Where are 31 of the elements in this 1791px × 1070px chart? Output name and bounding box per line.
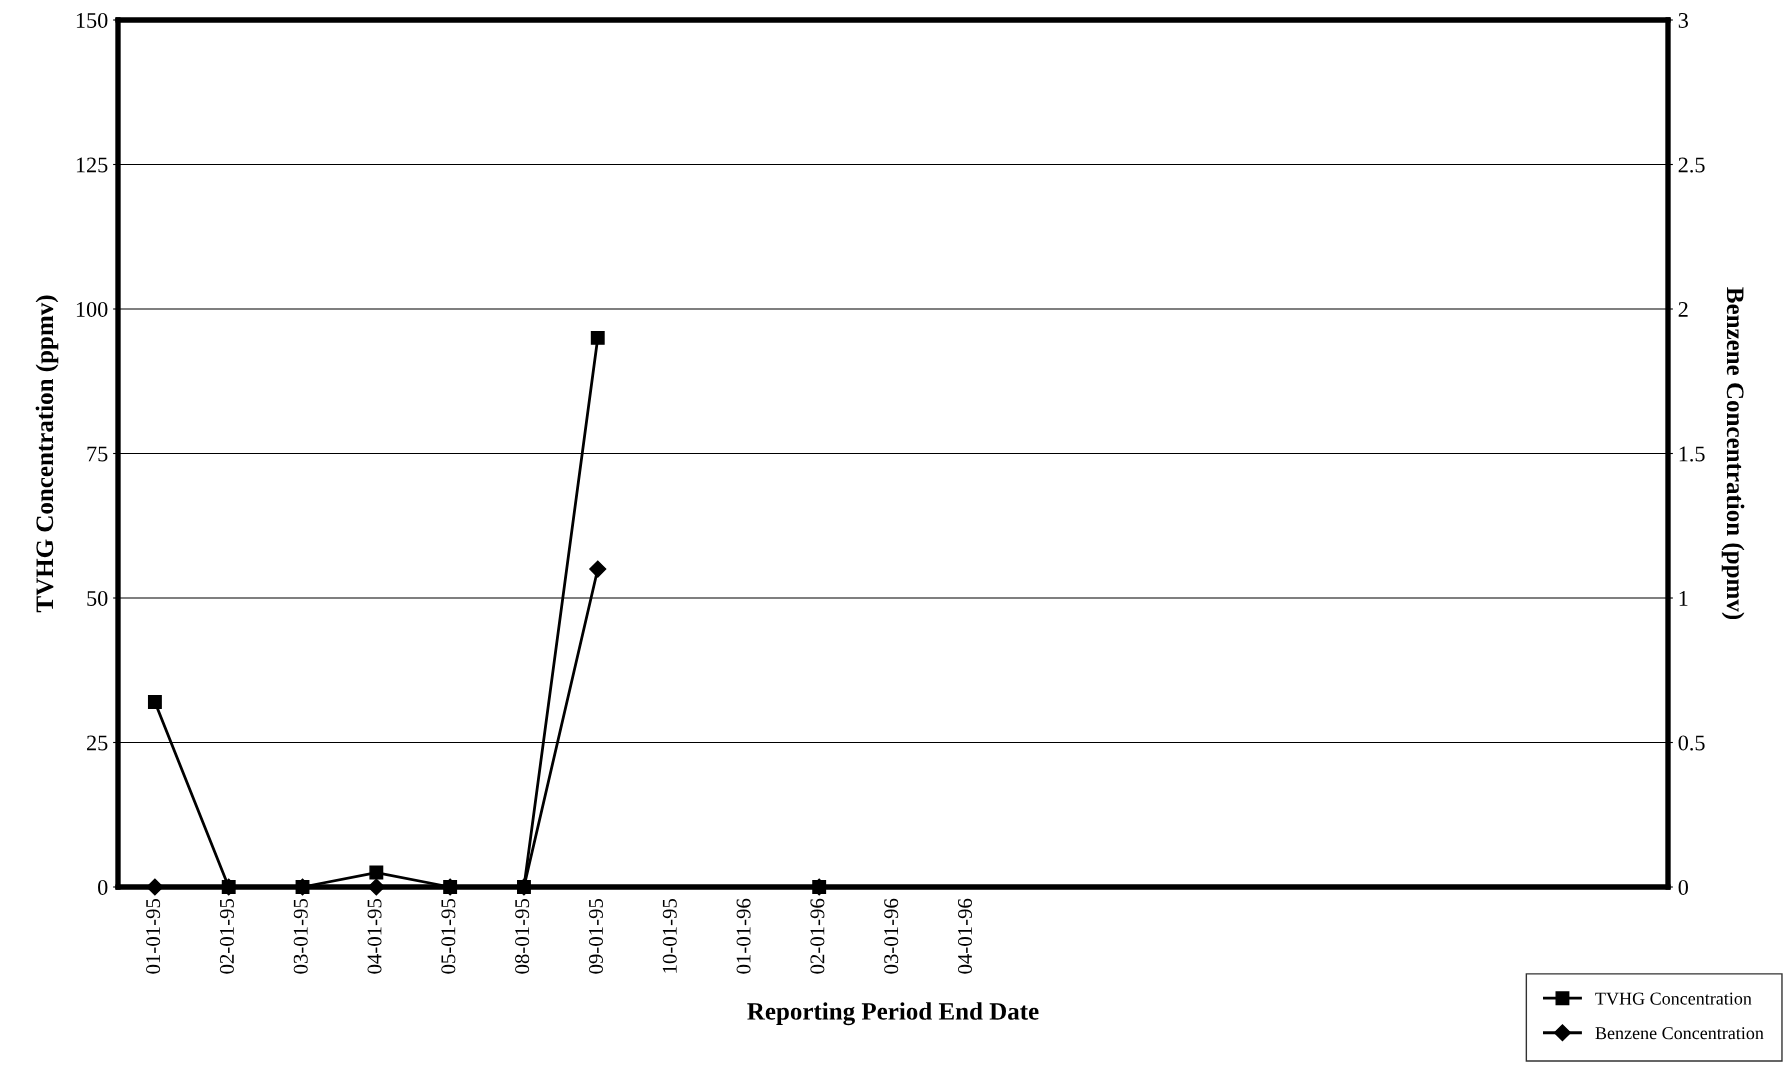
y-axis-title: TVHG Concentration (ppmv) (35, 295, 59, 613)
x-tick-label: 02-01-96 (810, 898, 825, 974)
y2-tick-label: 2 (1678, 301, 1688, 317)
x-tick-label: 10-01-95 (662, 898, 677, 973)
y2-tick-label: 1.5 (1679, 446, 1705, 462)
y2-tick-label: 0.5 (1678, 735, 1705, 751)
x-tick-label: 03-01-95 (293, 898, 308, 974)
legend-label: TVHG Concentration (1595, 992, 1752, 1005)
y-tick-label: 75 (87, 446, 108, 462)
x-tick-label: 08-01-95 (515, 898, 530, 974)
legend-label: Benzene Concentration (1595, 1027, 1764, 1040)
x-tick-label: 05-01-95 (441, 898, 456, 974)
y2-axis-title: Benzene Concentration (ppmv) (1721, 287, 1745, 620)
y-tick-label: 25 (87, 735, 108, 751)
y2-tick-label: 3 (1678, 12, 1688, 28)
y-tick-label: 100 (76, 301, 108, 317)
y-tick-label: 0 (98, 879, 108, 895)
y-tick-label: 125 (76, 157, 108, 173)
x-tick-label: 04-01-95 (367, 898, 382, 974)
y2-tick-label: 1 (1679, 591, 1688, 606)
y-tick-label: 50 (87, 590, 108, 606)
x-tick-label: 02-01-95 (219, 898, 234, 974)
x-axis-title: Reporting Period End Date (747, 1002, 1039, 1026)
x-tick-label: 09-01-95 (588, 898, 603, 974)
y2-tick-label: 0 (1678, 879, 1688, 895)
y-tick-label: 150 (76, 12, 108, 28)
x-tick-label: 01-01-95 (146, 898, 161, 974)
x-tick-label: 01-01-96 (736, 898, 751, 974)
y2-tick-label: 2.5 (1678, 157, 1705, 173)
x-tick-label: 04-01-96 (957, 898, 973, 974)
x-tick-label: 03-01-96 (884, 898, 899, 974)
